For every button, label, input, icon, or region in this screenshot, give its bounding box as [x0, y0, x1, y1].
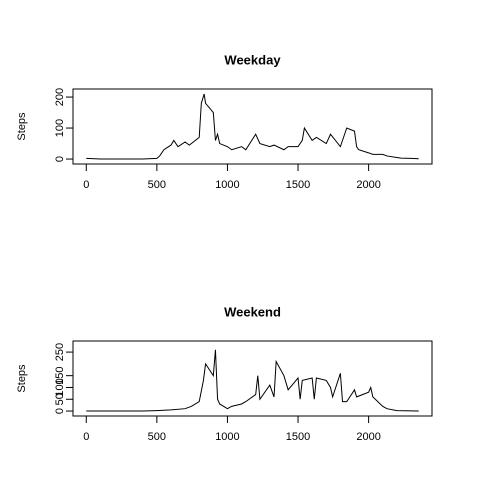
x-tick-label: 500 — [148, 179, 166, 191]
x-tick-label: 2000 — [356, 431, 380, 443]
y-tick-label: 50 — [54, 393, 66, 405]
x-tick-label: 500 — [148, 431, 166, 443]
y-tick-label: 150 — [54, 366, 66, 384]
x-tick-label: 1500 — [286, 431, 310, 443]
y-tick-label: 100 — [54, 119, 66, 137]
x-tick-label: 1000 — [215, 431, 239, 443]
x-tick-label: 1000 — [215, 179, 239, 191]
plot-box — [72, 88, 433, 165]
plot-box — [72, 340, 433, 417]
chart-title: Weekday — [224, 52, 281, 67]
x-tick-label: 0 — [83, 431, 89, 443]
chart-title: Weekend — [224, 304, 281, 319]
data-line — [86, 93, 419, 160]
y-axis-label: Steps — [16, 112, 28, 141]
y-tick-label: 100 — [54, 378, 66, 396]
y-tick-label: 200 — [54, 88, 66, 106]
x-tick-label: 1500 — [286, 179, 310, 191]
y-axis-label: Steps — [16, 364, 28, 393]
y-tick-label: 0 — [54, 408, 66, 414]
x-tick-label: 0 — [83, 179, 89, 191]
y-tick-label: 250 — [54, 343, 66, 361]
x-tick-label: 2000 — [356, 179, 380, 191]
y-tick-label: 0 — [54, 156, 66, 162]
data-line — [86, 349, 419, 412]
